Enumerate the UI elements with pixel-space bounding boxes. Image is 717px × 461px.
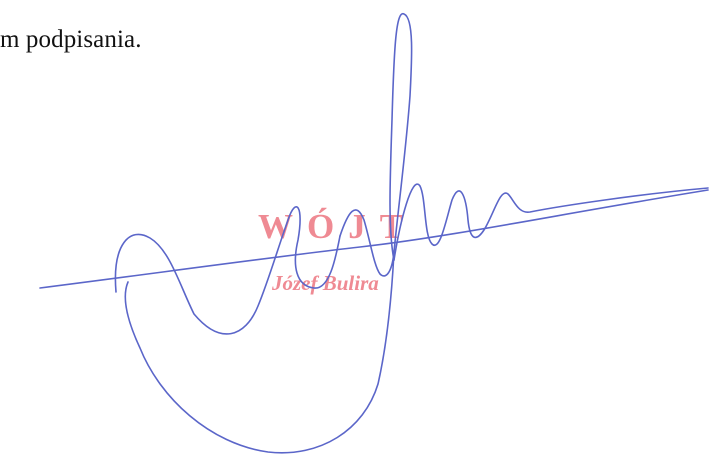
stamp-name: Józef Bulira [272, 271, 379, 295]
stamp-title: WÓJT [258, 207, 418, 246]
document-text-line: m podpisania. [0, 26, 142, 53]
